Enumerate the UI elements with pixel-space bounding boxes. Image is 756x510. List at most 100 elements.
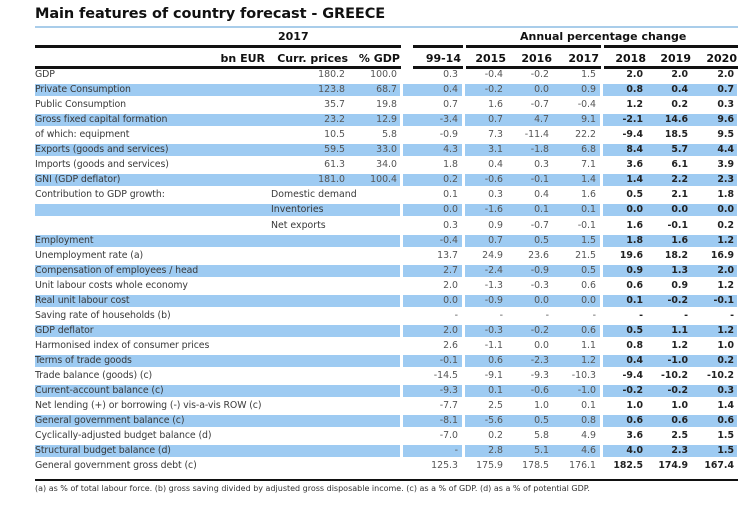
cell-2016: 0.0 <box>534 294 549 306</box>
cell-2016: -0.9 <box>530 264 549 276</box>
header-rule-99-14 <box>413 45 463 48</box>
cell-2020: -0.1 <box>713 294 735 306</box>
cell-2019: 2.2 <box>671 174 688 186</box>
row-label: Gross fixed capital formation <box>35 114 168 126</box>
row-highlight <box>35 415 400 428</box>
row-label: Imports (goods and services) <box>35 159 169 171</box>
row-label: Private Consumption <box>35 84 131 96</box>
cell-2017: 4.6 <box>581 445 596 457</box>
header-rule-2018-2020 <box>604 45 738 48</box>
cell-2015: 0.3 <box>488 189 503 201</box>
cell-2018: 0.8 <box>626 339 643 351</box>
cell-2020: 2.3 <box>717 174 734 186</box>
cell-curr-prices: 61.3 <box>324 159 345 171</box>
table-row: of which: equipment 10.5 5.8 -0.9 7.3 -11.4 22… <box>35 129 737 141</box>
cell-2015: -1.1 <box>484 339 503 351</box>
cell-2019: 5.7 <box>671 144 688 156</box>
cell-2015: 0.2 <box>488 430 503 442</box>
row-highlight <box>603 294 737 307</box>
cell--gdp: 33.0 <box>376 144 397 156</box>
cell-curr-prices: 10.5 <box>324 129 345 141</box>
cell-curr-prices: 35.7 <box>324 99 345 111</box>
cell-2019: 0.9 <box>671 279 688 291</box>
cell-2018: -0.2 <box>622 385 644 397</box>
cell-2015: -0.2 <box>484 84 503 96</box>
cell-2015: -2.4 <box>484 264 503 276</box>
cell-99-14: 4.3 <box>443 144 458 156</box>
header-rule-2015-2017 <box>466 45 601 48</box>
row-label: GDP <box>35 69 55 80</box>
table-row: Net exports 0.3 0.9 -0.7 -0.1 1.6 -0.1 0.2 <box>35 220 737 232</box>
row-highlight <box>35 294 400 307</box>
cell-2017: 0.5 <box>581 264 596 276</box>
cell-99-14: 0.3 <box>443 219 458 231</box>
cell-99-14: 1.8 <box>443 159 458 171</box>
row-sublabel: Net exports <box>271 219 326 231</box>
table-row: GNI (GDP deflator) 181.0 100.4 0.2 -0.6 -0.1 1… <box>35 174 737 187</box>
cell-99-14: 2.6 <box>443 339 458 351</box>
cell--gdp: 34.0 <box>376 159 397 171</box>
title-underline <box>35 26 738 28</box>
row-label: Net lending (+) or borrowing (-) vis-a-v… <box>35 400 262 412</box>
table-row: Exports (goods and services) 59.5 33.0 4.3 3… <box>35 144 737 157</box>
header-rule-left <box>35 45 401 48</box>
cell-2020: 1.2 <box>717 234 734 246</box>
table-row: Contribution to GDP growth: Domestic dema… <box>35 189 737 201</box>
cell-2017: 1.4 <box>581 174 596 186</box>
cell-2015: 24.9 <box>482 249 503 261</box>
cell-2020: - <box>730 309 734 321</box>
cell-2019: 1.0 <box>671 400 688 412</box>
cell-2020: 0.2 <box>717 219 734 231</box>
cell-99-14: -3.4 <box>439 114 458 126</box>
cell-2019: 2.1 <box>671 189 688 201</box>
table-row: Unit labour costs whole economy 2.0 -1.3 -0… <box>35 280 737 292</box>
header-bottom-rule-left <box>35 66 401 69</box>
table-row: Compensation of employees / head 2.7 -2.4 -… <box>35 264 737 277</box>
cell-2020: 3.9 <box>717 159 734 171</box>
unit-header: bn EUR <box>220 52 265 65</box>
table-row: Trade balance (goods) (c) -14.5 -9.1 -9.3 -1… <box>35 370 737 382</box>
row-highlight <box>465 264 600 277</box>
cell-2017: 0.6 <box>581 324 596 336</box>
cell-2018: 19.6 <box>619 249 643 261</box>
row-highlight <box>35 264 400 277</box>
cell-99-14: - <box>454 445 458 457</box>
row-highlight <box>603 234 737 247</box>
cell-2016: 0.1 <box>534 204 549 216</box>
row-highlight <box>603 354 737 367</box>
table-row: Current-account balance (c) -9.3 0.1 -0.6 -1… <box>35 385 737 398</box>
row-label: GDP deflator <box>35 324 94 336</box>
row-label: Terms of trade goods <box>35 354 132 366</box>
row-highlight <box>603 144 737 157</box>
cell-2020: 1.0 <box>717 339 734 351</box>
table-row: Inventories 0.0 -1.6 0.1 0.1 0.0 0.0 0.0 <box>35 204 737 217</box>
row-highlight <box>35 385 400 398</box>
cell-99-14: 0.2 <box>443 174 458 186</box>
cell-2016: 5.8 <box>534 430 549 442</box>
cell-2018: 182.5 <box>613 460 643 472</box>
cell-99-14: 0.3 <box>443 69 458 80</box>
cell-2018: 0.6 <box>626 279 643 291</box>
table-row: Gross fixed capital formation 23.2 12.9 -3.… <box>35 114 737 127</box>
cell-2018: 1.8 <box>626 234 643 246</box>
cell-2020: 1.2 <box>717 279 734 291</box>
cell-curr-prices: 180.2 <box>318 69 345 80</box>
cell-2018: 0.5 <box>626 189 643 201</box>
cell-2020: 1.2 <box>717 324 734 336</box>
row-label: Harmonised index of consumer prices <box>35 339 210 351</box>
row-highlight <box>603 324 737 337</box>
cell-2020: 16.9 <box>710 249 734 261</box>
cell-2016: 0.4 <box>534 189 549 201</box>
cell-99-14: -7.0 <box>439 430 458 442</box>
cell-2020: 4.4 <box>717 144 734 156</box>
cell-2018: -9.4 <box>622 129 644 141</box>
row-label: of which: equipment <box>35 129 130 141</box>
cell-2015: 0.1 <box>488 385 503 397</box>
header-bottom-rule-99-14 <box>413 66 463 69</box>
row-highlight <box>403 144 462 157</box>
cell-2017: 1.1 <box>581 339 596 351</box>
cell-2019: 174.9 <box>658 460 688 472</box>
cell-2015: 3.1 <box>488 144 503 156</box>
cell-2018: - <box>639 309 643 321</box>
cell-2017: 176.1 <box>569 460 596 472</box>
